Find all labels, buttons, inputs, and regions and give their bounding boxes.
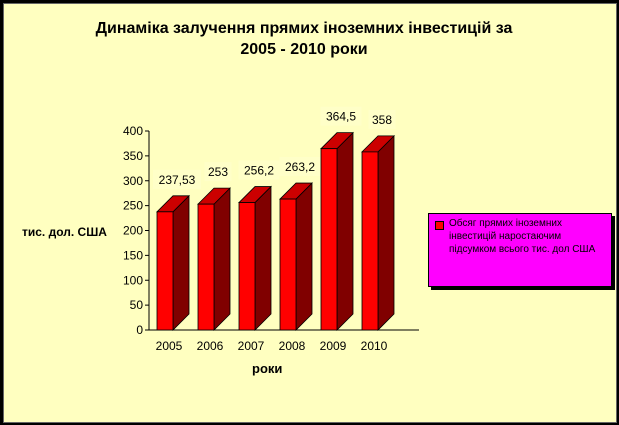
bar: [238, 202, 256, 331]
legend-swatch: [435, 221, 444, 230]
y-tick-label: 0: [136, 323, 143, 337]
data-label-box: [320, 106, 362, 126]
y-axis-label: тис. дол. США: [22, 225, 107, 239]
bar: [197, 203, 215, 331]
y-tick-label: 200: [123, 224, 143, 238]
y-tick-label: 400: [123, 124, 143, 138]
chart-title-line-1: Динаміка залучення прямих іноземних інве…: [95, 20, 513, 37]
bar: [156, 211, 174, 331]
bar-side-face: [172, 194, 190, 331]
bar-side-face: [295, 182, 313, 331]
x-tick-label: 2005: [156, 339, 183, 353]
x-axis-label: роки: [252, 361, 283, 376]
bar: [361, 151, 379, 331]
bar-plot: 0 50 100 150 200 250 300 350 400 237,53 2005 253 200…: [123, 106, 419, 353]
y-tick-label: 300: [123, 174, 143, 188]
bar-side-face: [377, 134, 395, 331]
data-label-box: [238, 160, 280, 180]
data-label: 253: [208, 165, 228, 179]
bar-side-face: [213, 187, 231, 331]
x-tick-label: 2009: [320, 339, 347, 353]
data-label: 358: [372, 113, 392, 127]
y-tick-label: 100: [123, 273, 143, 287]
bar: [320, 148, 338, 331]
x-tick-label: 2010: [361, 339, 388, 353]
data-label-box: [153, 169, 201, 189]
y-tick-label: 150: [123, 248, 143, 262]
bar: [279, 198, 297, 331]
legend-entry-label: Обсяг прямих іноземних інвестицій нарост…: [449, 218, 596, 255]
y-tick-label: 50: [130, 298, 144, 312]
x-tick-label: 2008: [279, 339, 306, 353]
bar-side-face: [254, 185, 272, 331]
chart-title: Динаміка залучення прямих іноземних інве…: [44, 18, 564, 60]
x-tick-label: 2007: [238, 339, 265, 353]
bar-side-face: [336, 131, 354, 331]
chart-title-line-2: 2005 - 2010 роки: [240, 41, 368, 58]
chart-frame: Динаміка залучення прямих іноземних інве…: [3, 3, 617, 423]
data-label: 263,2: [285, 160, 315, 174]
y-tick-label: 350: [123, 149, 143, 163]
x-tick-label: 2006: [197, 339, 224, 353]
chart-legend: Обсяг прямих іноземних інвестицій нарост…: [428, 213, 612, 287]
data-label: 256,2: [244, 164, 274, 178]
data-label-box: [368, 109, 396, 129]
data-label: 364,5: [326, 110, 356, 124]
data-label: 237,53: [159, 173, 196, 187]
data-label-box: [279, 157, 321, 177]
data-label-box: [204, 162, 232, 182]
y-tick-label: 250: [123, 199, 143, 213]
